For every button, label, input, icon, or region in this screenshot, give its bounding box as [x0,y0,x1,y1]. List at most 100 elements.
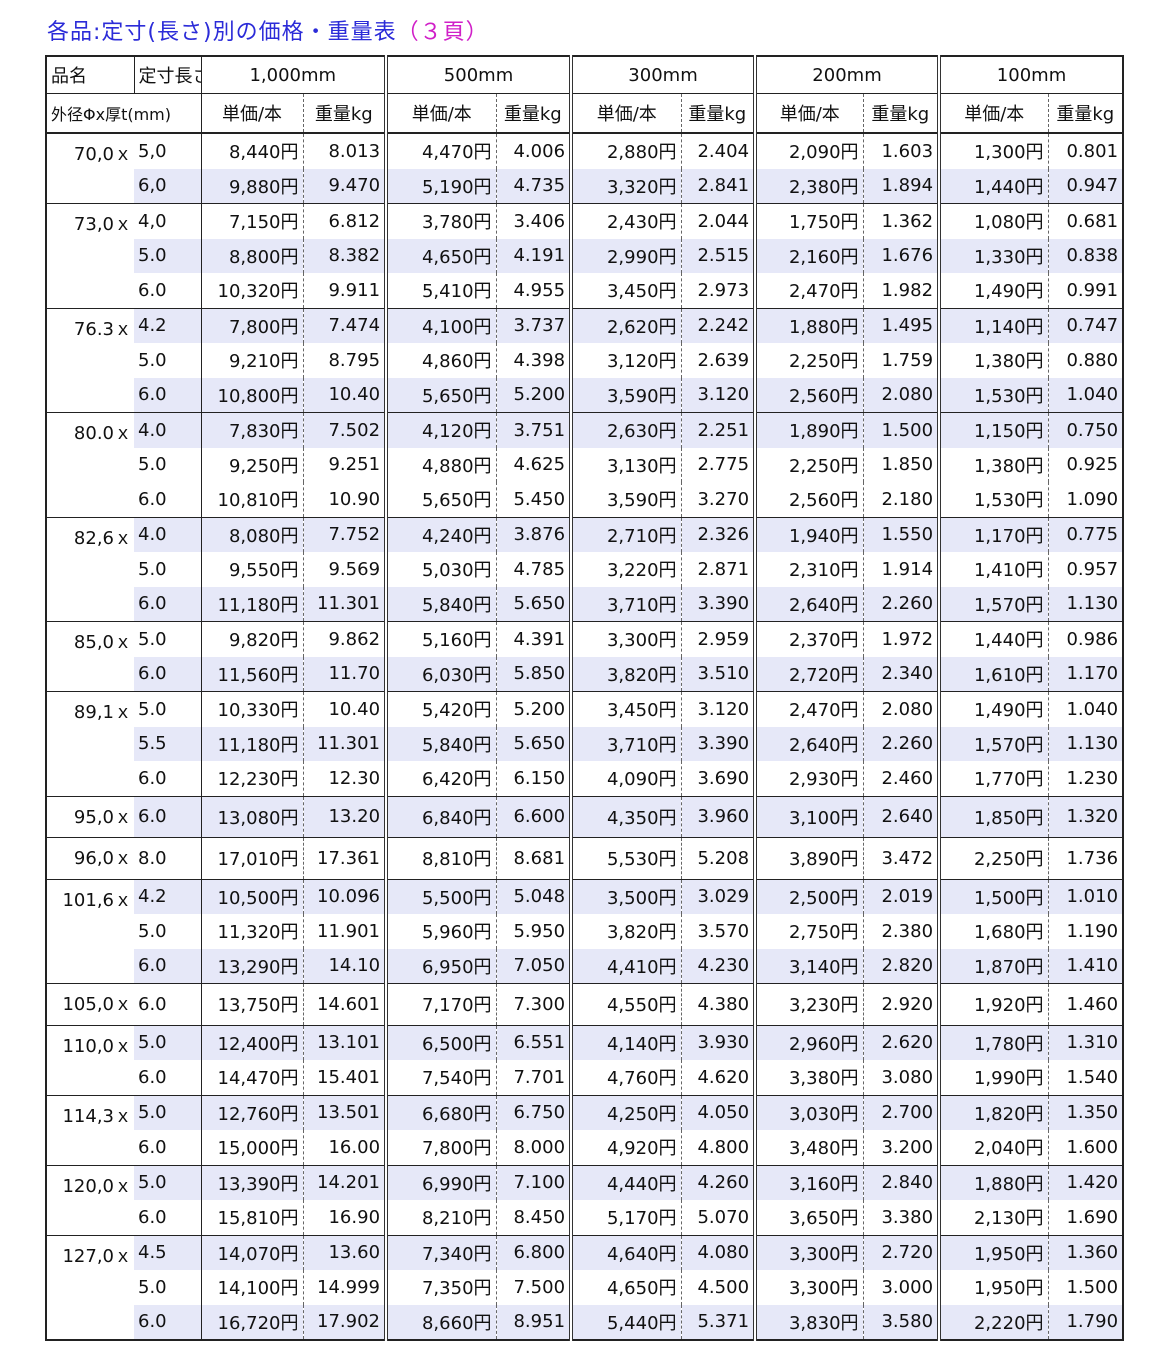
weight: 2.404 [680,132,756,169]
weight: 2.841 [680,168,756,204]
table-row: 6.0 10,800円 10.40 5,650円 5.200 3,590円 3.120 2,5… [46,377,1124,413]
table-row: 5.0 9,210円 8.795 4,860円 4.398 3,120円 2.639 2,25… [46,343,1124,378]
weight: 2.019 [862,878,940,914]
thickness: 5.0 [138,349,167,371]
unit-price: 2,090円 [753,132,864,169]
weight: 2.326 [680,516,756,552]
unit-price: 8,080円 [200,516,303,552]
weight: 6.551 [495,1024,572,1060]
weight: 3.120 [680,377,756,413]
table-row: 6.0 10,320円 9.911 5,410円 4.955 3,450円 2.973 2,4… [46,273,1124,308]
outer-diameter: 85,0ｘ [46,621,134,692]
weight: 0.838 [1047,238,1124,273]
unit-price: 5,160円 [384,621,497,657]
weight: 0.775 [1047,516,1124,552]
thickness: 5.0 [134,1164,201,1200]
unit-price: 3,380円 [753,1060,864,1095]
unit-price: 7,540円 [384,1060,497,1095]
weight: 17.902 [302,1304,387,1340]
unit-price: 11,180円 [200,586,303,622]
thickness: 6.0 [134,983,201,1025]
weight: 0.681 [1047,203,1124,239]
weight: 3.120 [680,691,756,727]
unit-price: 5,530円 [569,837,682,879]
thickness: 4.0 [134,516,201,552]
length-header: 300mm [569,56,756,94]
weight: 9.251 [302,447,387,482]
table-row: 6.0 14,470円 15.401 7,540円 7.701 4,760円 4.620 3,… [46,1060,1124,1095]
weight: 2.775 [680,447,756,482]
unit-price: 2,250円 [753,343,864,378]
weight: 5.650 [495,586,572,622]
weight: 3.029 [680,878,756,914]
weight: 2.260 [862,726,940,761]
table-row: 127,0ｘ 4.5 14,070円 13.60 7,340円 6.800 4,640円 4.… [46,1234,1124,1340]
unit-price: 9,820円 [200,621,303,657]
unit-price: 2,560円 [753,377,864,413]
weight: 1.600 [1047,1130,1124,1165]
weight: 9.862 [302,621,387,657]
weight: 1.914 [862,552,940,587]
thickness: 6.0 [134,586,201,622]
unit-price: 1,950円 [937,1270,1049,1305]
unit-price: 7,150円 [200,203,303,239]
weight: 4.620 [680,1060,756,1095]
table-row: 70,0ｘ 5,0 8,440円 8.013 4,470円 4.006 2,880円 2.40… [46,132,1124,204]
weight: 2.840 [862,1164,940,1200]
thickness: 6,0 [134,168,201,204]
thickness: 5.0 [138,920,167,942]
table-row: 6.0 15,810円 16.90 8,210円 8.450 5,170円 5.070 3,6… [46,1200,1124,1235]
weight: 9.470 [302,168,387,204]
weight: 6.600 [495,795,572,838]
weight: 1.410 [1047,948,1124,984]
thickness: 6.0 [138,767,167,789]
weight: 1.850 [862,447,940,482]
unit-price: 1,530円 [937,482,1049,517]
unit-price: 1,380円 [937,343,1049,378]
weight: 3.200 [862,1130,940,1165]
thickness: 5.0 [134,691,201,727]
weight: 5.200 [495,377,572,413]
weight: 8.450 [495,1200,572,1235]
outer-diameter: 101,6ｘ [46,878,134,984]
weight: 3.406 [495,203,572,239]
outer-diameter: 127,0ｘ [46,1234,134,1340]
unit-price: 1,880円 [937,1164,1049,1200]
length-header: 100mm [937,56,1124,94]
table-row: 82,6ｘ 4.0 8,080円 7.752 4,240円 3.876 2,710円 2.32… [46,516,1124,622]
weight: 8.013 [302,132,387,169]
weight: 1.736 [1047,837,1124,879]
thickness: 5.0 [138,558,167,580]
unit-price: 5,650円 [384,377,497,413]
unit-price: 1,680円 [937,914,1049,949]
thickness: 5.0 [134,238,201,273]
unit-price: 1,570円 [937,726,1049,761]
weight: 8.681 [495,837,572,879]
weight: 3.690 [680,761,756,796]
weight: 2.973 [680,273,756,308]
unit-price: 5,840円 [384,586,497,622]
outer-diameter: 96,0ｘ [46,837,134,879]
unit-price: 2,160円 [753,238,864,273]
weight: 2.620 [862,1024,940,1060]
unit-price: 3,820円 [569,914,682,949]
weight-header: 重量kg [1047,93,1124,134]
unit-price: 8,810円 [384,837,497,879]
table-row: 105,0ｘ 6.0 13,750円 14.601 7,170円 7.300 4,550円 4… [46,983,1124,1025]
thickness: 6.0 [134,948,201,984]
unit-price: 11,560円 [200,656,303,692]
weight: 0.750 [1047,412,1124,448]
weight: 1.310 [1047,1024,1124,1060]
weight: 2.380 [862,914,940,949]
unit-price: 2,560円 [753,482,864,517]
unit-price: 1,500円 [937,878,1049,914]
weight: 1.362 [862,203,940,239]
weight: 2.044 [680,203,756,239]
unit-price: 14,470円 [200,1060,303,1095]
weight: 1.982 [862,273,940,308]
outer-diameter: 114,3ｘ [46,1094,134,1165]
unit-price: 2,370円 [753,621,864,657]
unit-price: 1,820円 [937,1094,1049,1130]
unit-price: 2,430円 [569,203,682,239]
